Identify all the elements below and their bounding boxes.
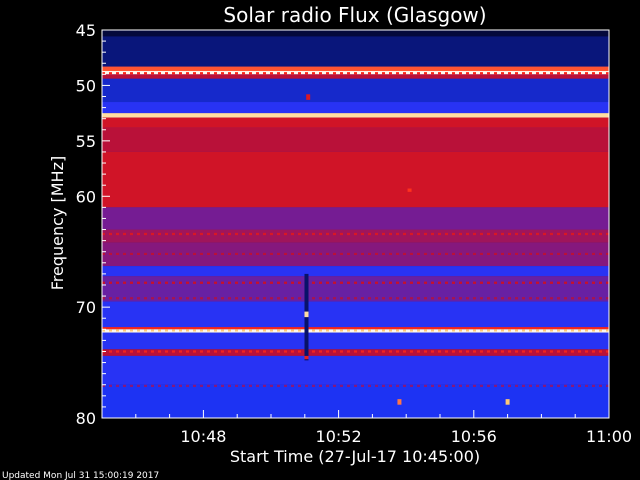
frequency-band xyxy=(102,74,609,79)
frequency-band xyxy=(102,30,609,37)
burst-feature xyxy=(407,188,412,192)
frequency-band xyxy=(102,207,609,230)
y-tick-label: 70 xyxy=(76,298,96,317)
plot-frame xyxy=(101,29,610,419)
frequency-band xyxy=(102,36,609,67)
y-axis-label: Frequency [MHz] xyxy=(48,156,67,290)
frequency-band xyxy=(102,301,609,328)
x-tick-label: 11:00 xyxy=(586,427,632,446)
y-tick-label: 80 xyxy=(76,409,96,428)
frequency-band xyxy=(102,78,609,103)
x-tick-label: 10:52 xyxy=(316,427,362,446)
frequency-band xyxy=(102,66,609,72)
frequency-band xyxy=(102,102,609,114)
frequency-band xyxy=(102,332,609,350)
burst-feature xyxy=(505,399,510,405)
y-tick-label: 55 xyxy=(76,132,96,151)
frequency-band xyxy=(102,127,609,152)
x-tick-label: 10:48 xyxy=(180,427,226,446)
spectrogram-heatmap xyxy=(102,30,609,418)
frequency-band xyxy=(102,327,609,330)
y-axis: 45 50 55 60 70 80 xyxy=(76,21,110,428)
frequency-band xyxy=(102,229,609,243)
burst-feature xyxy=(306,94,311,100)
burst-feature xyxy=(397,399,402,405)
burst-feature xyxy=(304,355,309,360)
frequency-band xyxy=(102,151,609,208)
y-tick-label: 60 xyxy=(76,187,96,206)
x-axis-label: Start Time (27-Jul-17 10:45:00) xyxy=(230,447,480,466)
y-tick-label: 50 xyxy=(76,76,96,95)
frequency-band xyxy=(102,384,609,418)
x-tick-label: 10:56 xyxy=(451,427,497,446)
frequency-band xyxy=(102,266,609,277)
burst-feature xyxy=(304,311,309,318)
y-tick-label: 45 xyxy=(76,21,96,40)
frequency-band xyxy=(102,355,609,385)
frequency-band xyxy=(102,113,609,118)
frequency-band xyxy=(102,117,609,128)
updated-timestamp: Updated Mon Jul 31 15:00:19 2017 xyxy=(2,471,159,480)
x-axis: 10:48 10:52 10:56 11:00 xyxy=(135,410,632,446)
frequency-band xyxy=(102,349,609,356)
chart-title: Solar radio Flux (Glasgow) xyxy=(223,3,486,27)
